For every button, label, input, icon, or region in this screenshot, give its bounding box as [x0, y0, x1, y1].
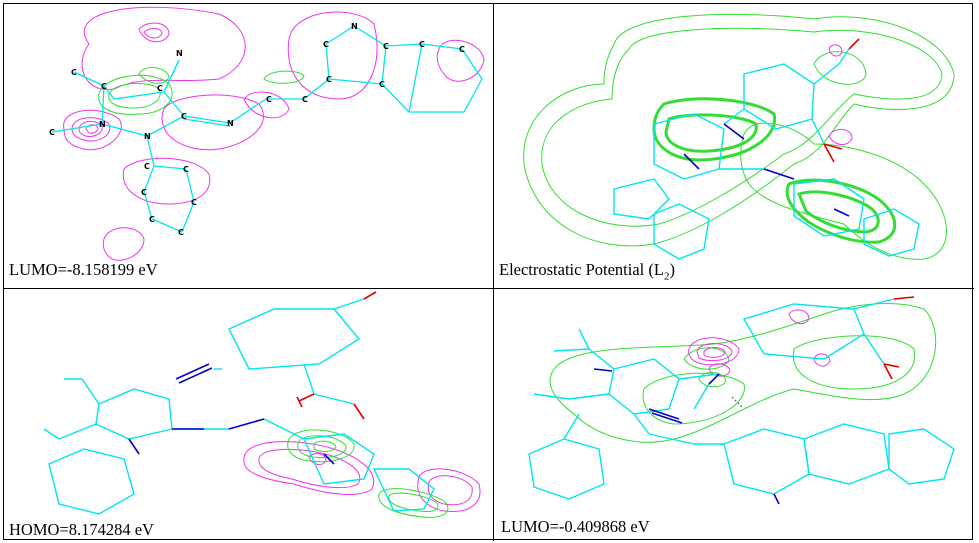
atom-label: C: [323, 40, 329, 49]
atom-label: C: [144, 162, 150, 171]
molecule-bonds: [613, 48, 920, 260]
atom-label-n: N: [227, 119, 234, 128]
oxygen-bonds: [883, 296, 915, 380]
negative-contours: [98, 67, 305, 115]
atom-label: C: [326, 75, 332, 84]
figure-grid: C C C C C C C C C C C C C C C C C C C N: [3, 3, 974, 541]
panel-lumo-2: LUMO=-0.409868 eV: [494, 289, 974, 541]
panel-electrostatic-potential: Electrostatic Potential (L2): [494, 4, 974, 289]
atom-label: C: [181, 112, 187, 121]
homo-diagram: [43, 291, 481, 518]
panel-homo: HOMO=8.174284 eV: [4, 289, 494, 541]
esp-diagram: [523, 13, 955, 260]
panel-lumo-1: C C C C C C C C C C C C C C C C C C C N: [4, 4, 494, 289]
atom-label-n: N: [351, 22, 358, 31]
panel-caption: HOMO=8.174284 eV: [9, 520, 154, 539]
nitrogen-bonds: [593, 368, 780, 505]
positive-contours: [688, 309, 831, 377]
atom-label: C: [459, 45, 465, 54]
caption-text-end: ): [669, 260, 675, 279]
panel-caption: LUMO=-0.409868 eV: [501, 517, 650, 536]
molecule-bonds: [528, 298, 955, 500]
positive-contours: [243, 441, 481, 513]
atom-label: C: [149, 215, 155, 224]
caption-text: Electrostatic Potential (L: [499, 260, 664, 279]
atom-label: C: [419, 40, 425, 49]
positive-contours: [828, 44, 853, 145]
atom-label: C: [379, 80, 385, 89]
atom-label: C: [302, 95, 308, 104]
oxygen-bonds: [823, 38, 860, 163]
atom-label: C: [383, 42, 389, 51]
atom-label: C: [183, 165, 189, 174]
negative-contours: [549, 303, 937, 443]
atom-label-n: N: [144, 132, 151, 141]
atom-label: C: [49, 128, 55, 137]
molecule-bonds: [51, 25, 483, 233]
panel-caption: LUMO=-8.158199 eV: [9, 260, 158, 279]
atom-label: C: [266, 95, 272, 104]
nitrogen-bonds: [683, 123, 850, 217]
panel-caption: Electrostatic Potential (L2): [499, 260, 675, 282]
atom-label: C: [157, 84, 163, 93]
atom-label-n: N: [99, 120, 106, 129]
caption-subscript: 2: [663, 270, 670, 283]
lumo-1-diagram: C C C C C C C C C C C C C C C C C C C N: [49, 6, 485, 261]
atom-label: C: [101, 82, 107, 91]
oxygen-bonds: [296, 291, 377, 420]
molecule-bonds: [43, 298, 435, 515]
atom-labels: C C C C C C C C C C C C C C C C C C C N: [49, 22, 465, 237]
potential-contours: [523, 13, 955, 260]
atom-label: C: [141, 188, 147, 197]
atom-label-n: N: [176, 49, 183, 58]
atom-label: C: [191, 198, 197, 207]
atom-label: C: [178, 228, 184, 237]
lumo-2-diagram: [528, 296, 955, 505]
negative-contours: [287, 429, 449, 518]
dense-contours: [652, 97, 897, 244]
positive-contours: [63, 6, 485, 261]
atom-label: C: [71, 68, 77, 77]
nitrogen-bonds: [128, 363, 335, 465]
